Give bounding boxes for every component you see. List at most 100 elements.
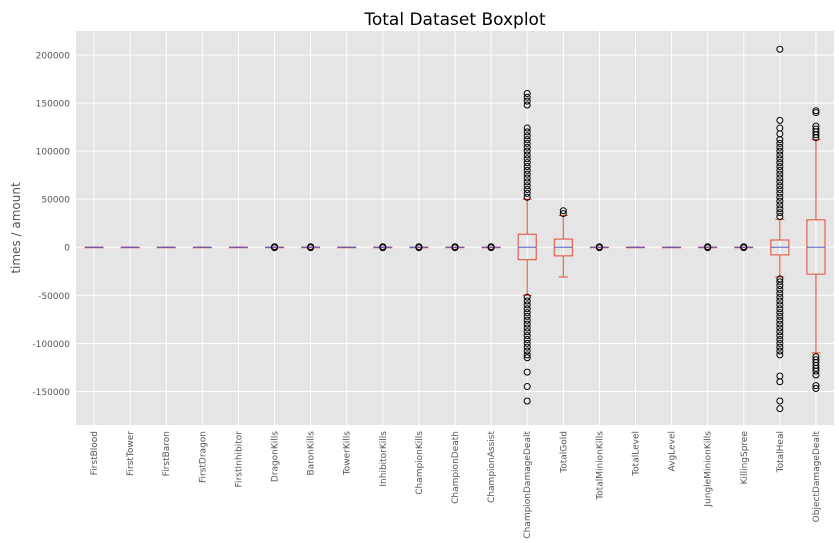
outlier-point (776, 166, 784, 174)
outlier-point (704, 243, 712, 251)
y-tick-label: 0 (64, 244, 70, 254)
outlier-point (776, 189, 784, 197)
y-axis-label: times / amount (9, 182, 23, 274)
outlier-point (776, 147, 784, 155)
x-tick-label: ChampionDeath (451, 431, 461, 504)
outlier-point (776, 209, 784, 217)
outlier-point (523, 293, 531, 301)
outlier-point (776, 289, 784, 297)
outlier-point (523, 89, 531, 97)
outlier-point (776, 143, 784, 151)
x-tick-label: FirstInhibitor (234, 431, 244, 488)
outlier-point (776, 301, 784, 309)
outlier-point (776, 397, 784, 405)
outlier-point (523, 147, 531, 155)
y-tick-label: 100000 (36, 148, 71, 158)
outlier-point (451, 243, 459, 251)
x-tick-label: DragonKills (271, 431, 281, 482)
outlier-point (812, 125, 820, 133)
outlier-point (812, 107, 820, 115)
x-tick-label: ChampionDamageDealt (523, 431, 533, 539)
outlier-point (523, 159, 531, 167)
outlier-point (523, 343, 531, 351)
outlier-point (776, 278, 784, 286)
x-tick-label: TotalLevel (631, 431, 641, 477)
outlier-point (523, 155, 531, 163)
outlier-point (776, 162, 784, 170)
outlier-point (776, 286, 784, 294)
outlier-point (523, 124, 531, 132)
outlier-point (776, 116, 784, 124)
outlier-point (523, 297, 531, 305)
outlier-point (523, 368, 531, 376)
x-tick-label: TowerKills (343, 431, 353, 476)
x-tick-label: TotalHeal (776, 431, 786, 473)
outlier-point (776, 372, 784, 380)
outlier-point (776, 335, 784, 343)
outlier-point (776, 343, 784, 351)
outlier-point (812, 356, 820, 364)
outlier-point (776, 312, 784, 320)
x-tick-label: FirstDragon (198, 431, 208, 483)
outlier-point (523, 332, 531, 340)
outlier-point (776, 197, 784, 205)
x-tick-label: TotalGold (559, 431, 569, 474)
outlier-point (776, 339, 784, 347)
outlier-point (523, 186, 531, 194)
x-tick-label: FirstTower (126, 431, 136, 476)
outlier-point (776, 139, 784, 147)
outlier-point (776, 297, 784, 305)
x-tick-label: InhibitorKills (379, 431, 389, 487)
outlier-point (523, 328, 531, 336)
outlier-point (776, 305, 784, 313)
outlier-point (776, 178, 784, 186)
outlier-point (812, 384, 820, 392)
x-tick-label: ChampionAssist (487, 431, 497, 503)
outlier-point (523, 354, 531, 362)
x-tick-label: FirstBlood (90, 431, 100, 475)
outlier-point (595, 243, 603, 251)
outlier-point (812, 353, 820, 361)
outlier-point (812, 109, 820, 117)
outlier-point (523, 170, 531, 178)
outlier-point (740, 243, 748, 251)
outlier-point (776, 320, 784, 328)
outlier-point (776, 174, 784, 182)
outlier-point (776, 182, 784, 190)
outlier-point (776, 170, 784, 178)
y-tick-label: 150000 (36, 100, 71, 110)
outlier-point (523, 301, 531, 309)
outlier-point (523, 143, 531, 151)
outlier-point (523, 309, 531, 317)
outlier-point (776, 328, 784, 336)
outlier-point (776, 201, 784, 209)
outlier-point (812, 371, 820, 379)
outlier-point (523, 324, 531, 332)
y-tick-label: 200000 (36, 52, 71, 62)
outlier-point (523, 174, 531, 182)
x-tick-label: JungleMinionKills (704, 431, 714, 508)
y-tick-label: -50000 (38, 292, 70, 302)
x-tick-label: BaronKills (307, 431, 317, 476)
outlier-point (776, 159, 784, 167)
outlier-point (523, 335, 531, 343)
outlier-point (523, 136, 531, 144)
x-tick-label: ChampionKills (415, 431, 425, 495)
outlier-point (776, 193, 784, 201)
outlier-point (523, 139, 531, 147)
outlier-point (776, 151, 784, 159)
outlier-point (776, 212, 784, 220)
y-tick-label: 50000 (41, 196, 70, 206)
outlier-point (776, 332, 784, 340)
outlier-point (559, 207, 567, 215)
outlier-point (487, 243, 495, 251)
outlier-point (776, 316, 784, 324)
outlier-point (523, 189, 531, 197)
outlier-point (776, 347, 784, 355)
outlier-point (523, 312, 531, 320)
outlier-point (523, 101, 531, 109)
chart-title: Total Dataset Boxplot (363, 10, 546, 30)
outlier-point (776, 309, 784, 317)
